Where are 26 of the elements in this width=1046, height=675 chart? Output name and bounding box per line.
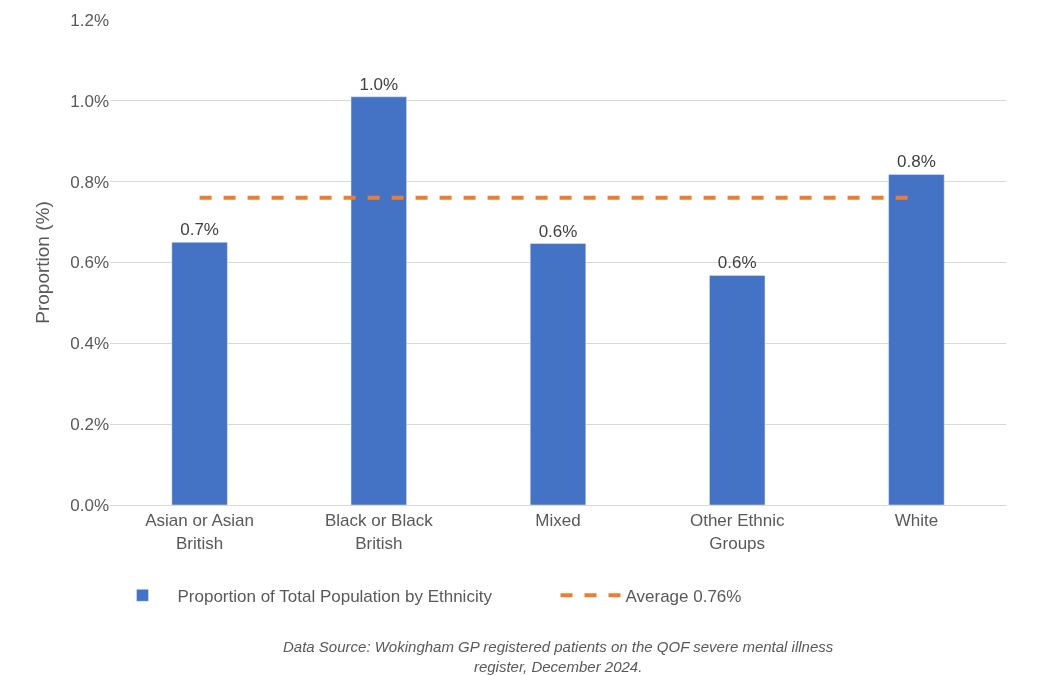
- bar: [888, 174, 945, 505]
- data-label: 0.6%: [717, 253, 757, 273]
- data-label: 0.6%: [538, 221, 578, 241]
- legend-label: Proportion of Total Population by Ethnicity: [177, 586, 493, 606]
- bar: [350, 96, 407, 505]
- y-tick-label: 0.0%: [70, 495, 109, 515]
- x-tick-label: Asian or Asian British: [145, 511, 254, 553]
- legend-label: Average 0.76%: [625, 586, 742, 606]
- y-axis-title: Proportion (%): [32, 201, 54, 324]
- x-tick-label: Mixed: [535, 511, 581, 531]
- y-tick-label: 1.2%: [70, 10, 109, 30]
- y-tick-label: 1.0%: [70, 91, 109, 111]
- x-tick-label: White: [894, 511, 939, 531]
- bar: [709, 275, 766, 505]
- data-label: 1.0%: [359, 74, 399, 94]
- source-note: Data Source: Wokingham GP registered patients on the QOF severe mental illness register, December 2024.: [283, 638, 834, 675]
- x-tick-label: Black or Black British: [324, 511, 434, 553]
- bar: [171, 242, 228, 505]
- data-label: 0.8%: [897, 152, 936, 172]
- bar: [529, 243, 587, 505]
- y-tick-label: 0.6%: [70, 253, 109, 273]
- x-tick-label: Other Ethnic Groups: [689, 511, 785, 553]
- data-label: 0.7%: [180, 220, 219, 240]
- y-tick-label: 0.2%: [70, 415, 109, 435]
- y-tick-label: 0.4%: [70, 334, 109, 354]
- y-tick-label: 0.8%: [70, 172, 109, 192]
